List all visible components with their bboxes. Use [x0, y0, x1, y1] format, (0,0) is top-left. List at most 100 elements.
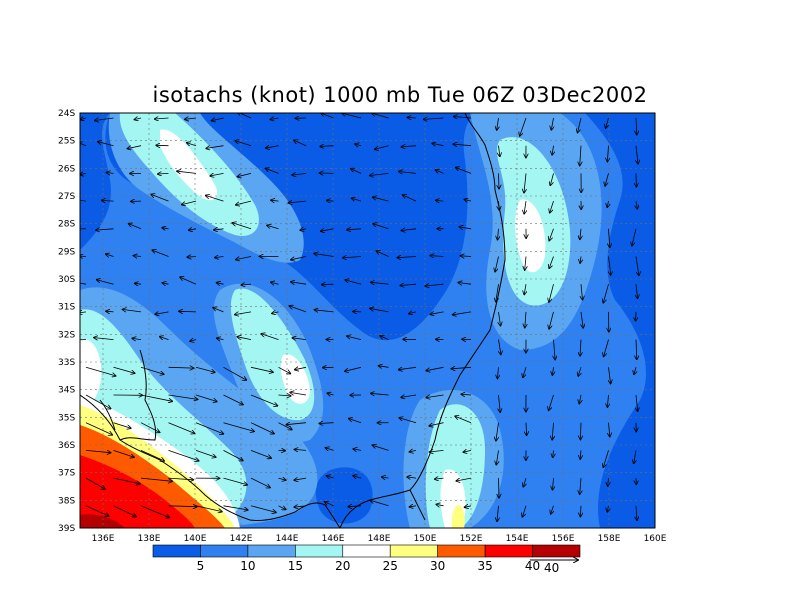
wind-vector	[321, 229, 334, 231]
latitude-label: 27S	[58, 192, 75, 202]
colorbar-label: 30	[430, 559, 445, 573]
wind-vector	[315, 310, 334, 312]
wind-vector	[606, 117, 609, 128]
wind-vector	[134, 256, 142, 257]
wind-vector	[603, 450, 609, 467]
wind-vector	[554, 339, 556, 360]
wind-vector	[435, 478, 444, 479]
wind-vector	[123, 309, 142, 312]
wind-vector	[232, 223, 252, 230]
latitude-label: 39S	[58, 524, 75, 534]
wind-vector	[288, 201, 307, 203]
wind-vector	[206, 145, 224, 149]
wind-vector	[294, 506, 307, 507]
wind-vector	[80, 173, 87, 174]
wind-vector	[635, 256, 639, 276]
wind-vector	[634, 450, 636, 463]
wind-vector	[498, 228, 499, 240]
wind-vector	[223, 450, 243, 460]
wind-vector	[609, 422, 610, 437]
wind-vector	[436, 200, 444, 201]
wind-vector	[80, 118, 87, 120]
wind-vector	[401, 395, 417, 397]
wind-vector	[267, 225, 279, 230]
wind-vector	[168, 450, 199, 460]
wind-vector	[524, 201, 526, 214]
wind-vectors	[80, 113, 639, 521]
wind-vector	[347, 229, 362, 230]
colorbar-segment	[389, 544, 438, 558]
colorbar-segment	[247, 544, 296, 558]
wind-vector	[292, 173, 307, 175]
wind-vector	[223, 394, 244, 405]
wind-vector	[250, 505, 276, 513]
wind-vector	[552, 145, 553, 155]
wind-vector	[286, 423, 307, 425]
wind-vector	[399, 367, 417, 369]
wind-vector	[454, 117, 472, 119]
wind-vector	[237, 173, 252, 176]
wind-vector	[85, 505, 109, 516]
wind-vector	[140, 505, 169, 518]
wind-vector	[525, 256, 526, 271]
wind-vector	[270, 118, 279, 120]
wind-vector	[607, 201, 608, 207]
wind-vector	[140, 477, 172, 481]
wind-vector	[549, 311, 554, 329]
wind-vector	[430, 256, 444, 257]
latitude-label: 26S	[58, 164, 75, 174]
wind-vector	[278, 395, 291, 396]
wind-vector	[158, 173, 169, 174]
wind-vector	[295, 367, 307, 369]
wind-vector	[195, 366, 215, 372]
latitude-label: 34S	[58, 386, 75, 396]
wind-vector	[80, 200, 87, 201]
longitude-label: 156E	[552, 534, 575, 544]
wind-vector	[523, 477, 526, 487]
wind-vector	[451, 367, 472, 369]
wind-vector	[458, 283, 472, 285]
wind-vector	[499, 145, 500, 157]
wind-vector	[189, 229, 197, 230]
wind-vector	[179, 311, 197, 312]
map-title: isotachs (knot) 1000 mb Tue 06Z 03Dec200…	[152, 83, 648, 107]
latitude-label: 30S	[58, 275, 75, 285]
colorbar-segment	[200, 544, 249, 558]
isotach-fill	[80, 113, 655, 528]
wind-vector	[426, 394, 444, 398]
wind-vector	[289, 306, 307, 313]
wind-vector	[291, 256, 307, 260]
wind-vector	[223, 422, 255, 432]
wind-vector	[551, 117, 553, 130]
wind-vector	[215, 257, 224, 258]
wind-vector	[456, 168, 472, 174]
wind-vector	[372, 445, 389, 451]
wind-vector	[380, 336, 389, 340]
wind-vector	[496, 284, 499, 302]
wind-vector	[300, 229, 307, 231]
wind-vector	[95, 118, 114, 121]
wind-vector	[464, 199, 472, 201]
wind-vector	[127, 145, 142, 149]
colorbar-segment	[484, 544, 533, 558]
colorbar-labels: 5 10 15 20 25 30 35 40	[197, 559, 541, 573]
wind-vector	[636, 145, 638, 164]
wind-vector	[410, 506, 417, 507]
wind-vector	[162, 283, 169, 284]
wind-vector	[499, 201, 500, 210]
wind-vector	[522, 505, 527, 517]
wind-vector	[499, 311, 501, 326]
wind-vector	[430, 312, 444, 314]
wind-vector	[214, 229, 224, 230]
colorbar-label: 15	[288, 559, 303, 573]
colorbar-label: 35	[477, 559, 492, 573]
wind-vector	[195, 450, 216, 457]
latitude-label: 29S	[58, 247, 75, 257]
wind-vector	[425, 284, 444, 286]
wind-vector	[217, 283, 224, 285]
wind-vector	[113, 450, 135, 457]
wind-vector	[552, 422, 553, 440]
wind-vector	[351, 169, 362, 174]
wind-vector	[636, 505, 637, 520]
wind-vector	[80, 143, 87, 146]
